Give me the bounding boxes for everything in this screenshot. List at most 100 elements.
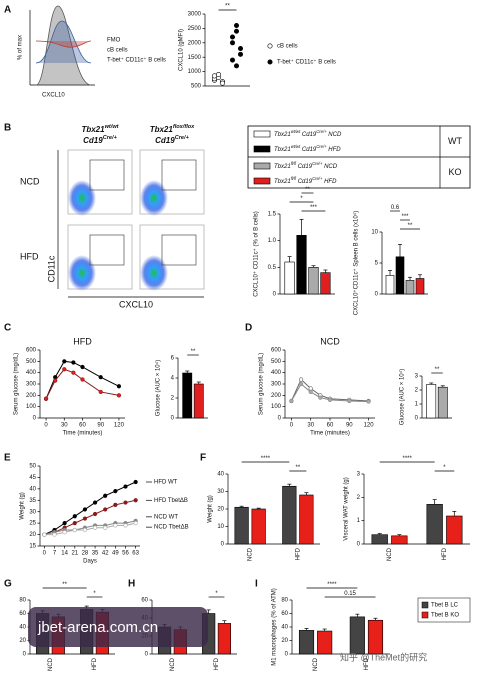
y-tick-label: 35	[29, 498, 36, 504]
dot	[230, 57, 236, 63]
group-label: WT	[448, 136, 462, 146]
legend-swatch	[421, 611, 429, 619]
significance: *	[443, 465, 446, 471]
gate	[89, 159, 125, 191]
x-tick-label: 42	[102, 551, 109, 557]
legend-swatch	[253, 145, 271, 153]
legend-swatch	[253, 162, 271, 170]
y-tick-label: 20	[281, 638, 288, 644]
legend-swatch	[421, 601, 429, 609]
label: Tbx21fl/fl Cd19Cre/+ NCD	[274, 161, 338, 170]
marker	[43, 396, 49, 401]
marker	[318, 395, 323, 400]
panel-letter: I	[255, 579, 258, 590]
y-tick-label: 40	[217, 472, 224, 478]
watermark: jbet-arena.com.cn	[37, 619, 158, 636]
density-cloud	[68, 180, 96, 216]
superscript: fl/fl	[291, 161, 297, 166]
superscript: fl/fl	[291, 176, 297, 181]
y-tick-label: 20	[29, 532, 36, 538]
y-tick-label: 60	[281, 611, 288, 617]
text-part: NCD	[327, 132, 342, 138]
text-part: Tbx21	[81, 125, 105, 134]
y-axis-label: CXCL10 (gMFI)	[179, 29, 185, 71]
label: Tbx21wt/wt	[81, 124, 119, 134]
significance: *	[300, 196, 303, 202]
text-part: HFD	[327, 147, 342, 153]
bar	[367, 619, 384, 655]
legend-box	[417, 597, 471, 623]
marker	[80, 377, 85, 382]
legend-dot	[267, 59, 273, 65]
y-tick-label: 4	[171, 376, 175, 382]
text-part: Tbx21	[274, 179, 291, 185]
y-tick-label: 0	[273, 292, 277, 298]
y-tick-label: 0	[357, 542, 361, 548]
text-part: HFD	[322, 179, 337, 185]
panel-letter: D	[245, 323, 252, 334]
significance: 0.15	[344, 591, 356, 597]
marker	[82, 527, 88, 533]
y-axis-label: Glucose (AUC × 10⁴)	[155, 360, 162, 416]
marker	[71, 360, 76, 365]
marker	[62, 521, 67, 526]
y-tick-label: 25	[29, 521, 36, 527]
marker	[98, 375, 103, 380]
dot	[234, 63, 240, 69]
legend-dot	[267, 43, 273, 49]
histogram-curve	[35, 5, 92, 86]
y-axis-label: Serum glucose (mg/dL)	[14, 353, 20, 415]
text-part: NCD	[322, 164, 337, 170]
x-tick-label: 0	[43, 551, 47, 557]
significance: *	[93, 591, 96, 597]
y-axis-label: Glucose (AUC × 10⁴)	[399, 369, 406, 425]
group-label: NCD	[387, 547, 393, 561]
group-label: HFD	[92, 657, 98, 670]
text-part: Cd19	[300, 147, 317, 153]
y-tick-label: 10	[217, 524, 224, 530]
y-tick-label: 0	[278, 416, 282, 422]
y-tick-label: 0	[415, 416, 419, 422]
y-axis-label: CXCL10⁺CD11c⁺ Spleen B cells (x10⁴)	[353, 211, 360, 316]
x-axis-label: Time (minutes)	[63, 431, 103, 437]
y-tick-label: 60	[141, 598, 148, 604]
y-tick-label: 3	[357, 472, 361, 478]
label: Tbx21fl/fl Cd19Cre/+ HFD	[274, 176, 337, 185]
x-tick-label: 21	[71, 551, 78, 557]
y-axis-label: Visceral WAT weight (g)	[344, 477, 350, 540]
marker	[92, 500, 98, 505]
line	[44, 522, 136, 536]
marker	[92, 511, 98, 517]
superscript: Cre/+	[316, 129, 327, 134]
y-tick-label: 2	[171, 396, 175, 402]
marker	[308, 386, 313, 391]
legend-label: NCD WT	[154, 514, 178, 520]
bar	[395, 256, 405, 295]
group-label: NCD	[313, 657, 319, 671]
y-tick-label: 2500	[188, 26, 202, 32]
text-part: Cd19	[296, 179, 313, 185]
y-axis-label: % of max	[18, 35, 24, 60]
group-label: KO	[448, 167, 461, 177]
text-part: Tbx21	[274, 132, 291, 138]
group-label: NCD	[48, 657, 54, 671]
y-tick-label: 5	[375, 261, 379, 267]
bar	[391, 535, 408, 545]
label: Cd19Cre/+	[155, 135, 189, 145]
panel-letter: F	[200, 453, 206, 464]
y-tick-label: 2	[415, 388, 419, 394]
x-tick-label: 90	[346, 423, 353, 429]
bar	[284, 261, 295, 295]
bar	[415, 278, 425, 295]
y-tick-label: 0.5	[268, 265, 277, 271]
significance: **	[225, 4, 230, 10]
marker	[133, 479, 138, 485]
marker	[103, 525, 108, 530]
y-tick-label: 1.5	[268, 212, 277, 218]
x-tick-label: 63	[132, 551, 139, 557]
y-tick-label: 1	[415, 402, 419, 408]
marker	[113, 523, 118, 528]
marker	[72, 514, 77, 519]
legend-label: Tbet B LC	[431, 603, 459, 609]
